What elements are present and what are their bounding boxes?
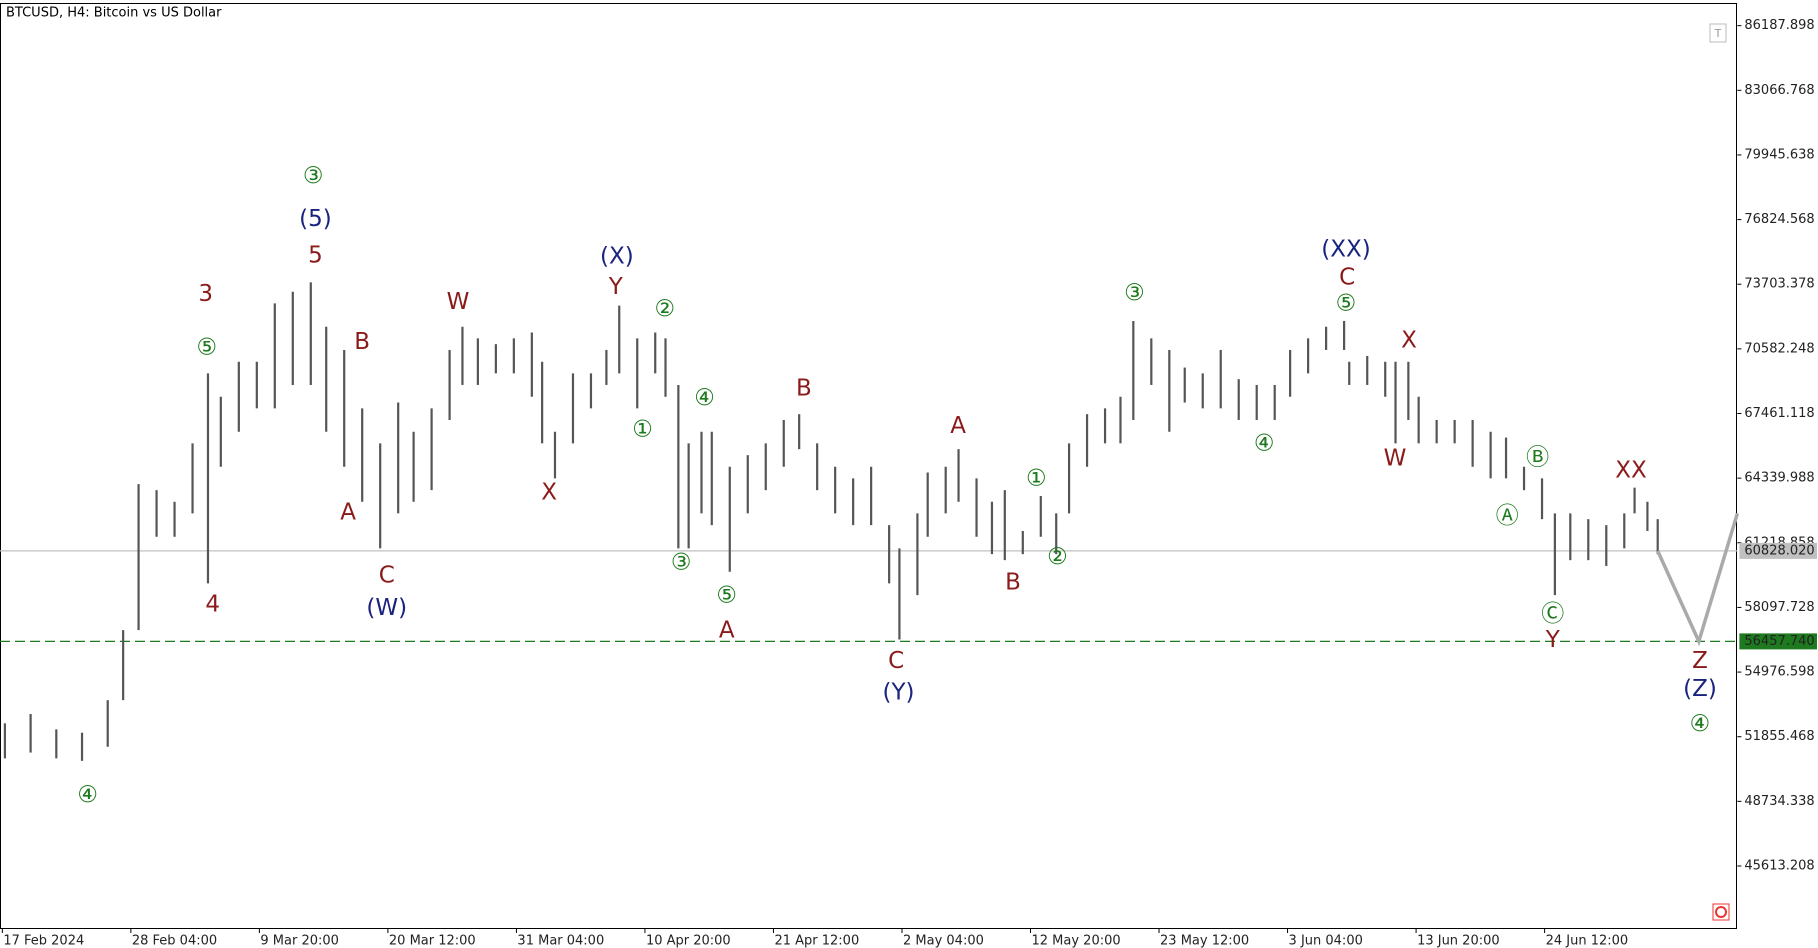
x-tick-label: 2 May 04:00 xyxy=(903,934,984,948)
wave-label: X xyxy=(1401,328,1417,354)
x-tick-label: 31 Mar 04:00 xyxy=(517,934,604,948)
y-tick-label: 58097.728 xyxy=(1744,600,1814,615)
chart-title: BTCUSD, H4: Bitcoin vs US Dollar xyxy=(6,6,222,21)
price-level-label: 56457.740 xyxy=(1744,634,1814,649)
wave-label: Z xyxy=(1692,648,1708,674)
wave-label: ⑤ xyxy=(196,335,217,361)
x-tick-label: 10 Apr 20:00 xyxy=(646,934,731,948)
wave-label: Y xyxy=(608,274,624,300)
wave-label: C xyxy=(888,648,904,674)
wave-label: (XX) xyxy=(1321,237,1370,263)
x-tick-label: 9 Mar 20:00 xyxy=(260,934,339,948)
wave-label: (X) xyxy=(600,244,634,270)
y-tick-label: 51855.468 xyxy=(1744,729,1814,744)
price-level-label: 60828.020 xyxy=(1744,543,1814,558)
y-tick-label: 67461.118 xyxy=(1744,406,1814,421)
wave-label: ⑤ xyxy=(716,582,737,608)
y-tick-label: 86187.898 xyxy=(1744,18,1814,33)
wave-label: C xyxy=(379,563,395,589)
wave-label: ① xyxy=(632,416,653,442)
wave-label: XX xyxy=(1615,457,1647,483)
x-tick-label: 23 May 12:00 xyxy=(1160,934,1249,948)
wave-label: Ⓒ xyxy=(1541,601,1564,627)
plot-frame xyxy=(0,3,1737,929)
x-tick-label: 13 Jun 20:00 xyxy=(1417,934,1500,948)
wave-label: ③ xyxy=(1124,280,1145,306)
x-tick-label: 28 Feb 04:00 xyxy=(132,934,217,948)
wave-label: ④ xyxy=(77,782,98,808)
y-tick-label: 76824.568 xyxy=(1744,212,1814,227)
projection-path xyxy=(1656,512,1740,647)
wave-label: A xyxy=(719,617,735,643)
wave-label: X xyxy=(541,480,557,506)
wave-label: ⑤ xyxy=(1336,290,1357,316)
wave-label: C xyxy=(1339,265,1355,291)
toolbar-icon-glyph: T xyxy=(1714,27,1722,40)
wave-label: ② xyxy=(654,296,675,322)
y-tick-label: 54976.598 xyxy=(1744,665,1814,680)
wave-label: ① xyxy=(1026,466,1047,492)
wave-label: B xyxy=(354,329,370,355)
y-tick-label: 48734.338 xyxy=(1744,794,1814,809)
wave-label: B xyxy=(796,376,812,402)
price-level-tag xyxy=(1739,542,1817,559)
wave-label: 4 xyxy=(205,592,220,618)
wave-label: 5 xyxy=(308,242,323,268)
wave-label: ③ xyxy=(303,163,324,189)
status-icon-glyph xyxy=(1715,906,1727,918)
wave-label: B xyxy=(1005,570,1021,596)
wave-label: W xyxy=(1384,446,1407,472)
wave-label: ② xyxy=(1047,544,1068,570)
y-tick-label: 79945.638 xyxy=(1744,147,1814,162)
wave-label: (Z) xyxy=(1683,676,1717,702)
wave-label: Ⓐ xyxy=(1496,503,1519,529)
wave-label: W xyxy=(447,289,470,315)
y-tick-label: 73703.378 xyxy=(1744,277,1814,292)
wave-label: ④ xyxy=(1690,711,1711,737)
x-tick-label: 17 Feb 2024 xyxy=(3,934,84,948)
wave-label: Y xyxy=(1545,627,1561,653)
x-tick-label: 3 Jun 04:00 xyxy=(1289,934,1363,948)
x-tick-label: 24 Jun 12:00 xyxy=(1546,934,1629,948)
wave-label: A xyxy=(340,499,356,525)
wave-label: A xyxy=(950,413,966,439)
price-level-tag xyxy=(1739,633,1817,650)
wave-label: ④ xyxy=(1254,430,1275,456)
x-tick-label: 12 May 20:00 xyxy=(1032,934,1121,948)
y-tick-label: 64339.988 xyxy=(1744,471,1814,486)
x-tick-label: 21 Apr 12:00 xyxy=(774,934,859,948)
wave-label: (5) xyxy=(299,206,332,232)
wave-label: Ⓑ xyxy=(1526,445,1549,471)
wave-label: (W) xyxy=(366,595,407,621)
x-tick-label: 20 Mar 12:00 xyxy=(389,934,476,948)
wave-label: ④ xyxy=(694,385,715,411)
wave-label: (Y) xyxy=(882,679,914,705)
toolbar-icon[interactable] xyxy=(1709,23,1727,43)
y-tick-label: 70582.248 xyxy=(1744,341,1814,356)
wave-label: ③ xyxy=(671,550,692,576)
y-tick-label: 45613.208 xyxy=(1744,858,1814,873)
wave-label: 3 xyxy=(198,281,213,307)
y-tick-label: 83066.768 xyxy=(1744,83,1814,98)
